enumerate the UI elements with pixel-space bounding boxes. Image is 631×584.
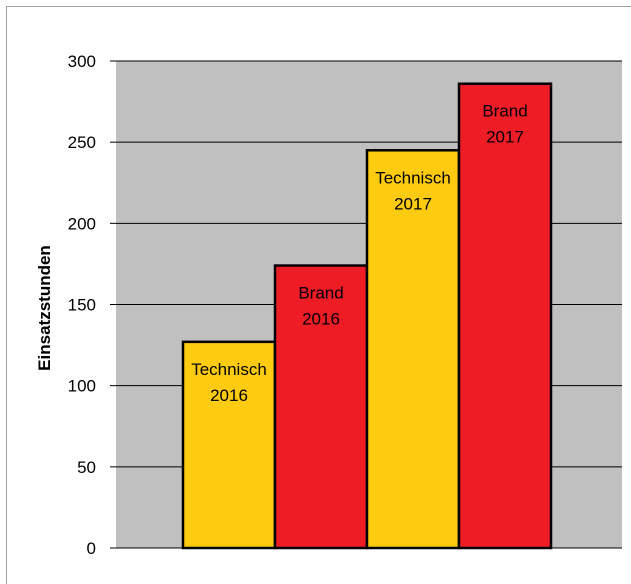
bar xyxy=(273,264,369,550)
bar-label-line1: Technisch xyxy=(191,360,267,379)
bar-label-line1: Technisch xyxy=(375,168,451,187)
y-tick-label: 200 xyxy=(68,214,96,233)
y-tick-label: 50 xyxy=(77,458,96,477)
y-axis-ticks: 0 50 100 150 200 250 300 xyxy=(68,52,116,558)
bar xyxy=(457,82,553,550)
bar xyxy=(181,340,277,550)
y-tick-label: 150 xyxy=(68,296,96,315)
frame-border-left xyxy=(6,6,7,584)
frame-border-top xyxy=(6,6,631,7)
bar-labels: Technisch 2016 Brand 2016 Technisch 2017 Brand… xyxy=(191,102,527,405)
bars xyxy=(181,82,553,550)
bar-label-line1: Brand xyxy=(298,284,343,303)
bar-label-line2: 2017 xyxy=(394,194,432,213)
y-tick-label: 300 xyxy=(68,52,96,71)
bar-label-line2: 2016 xyxy=(302,310,340,329)
bar-label-line2: 2017 xyxy=(486,128,524,147)
bar-label-line2: 2016 xyxy=(210,386,248,405)
bar xyxy=(365,149,461,550)
y-axis-title: Einsatzstunden xyxy=(35,245,54,371)
bar-label-line1: Brand xyxy=(482,102,527,121)
y-tick-label: 0 xyxy=(87,539,96,558)
y-tick-label: 100 xyxy=(68,377,96,396)
y-tick-label: 250 xyxy=(68,133,96,152)
